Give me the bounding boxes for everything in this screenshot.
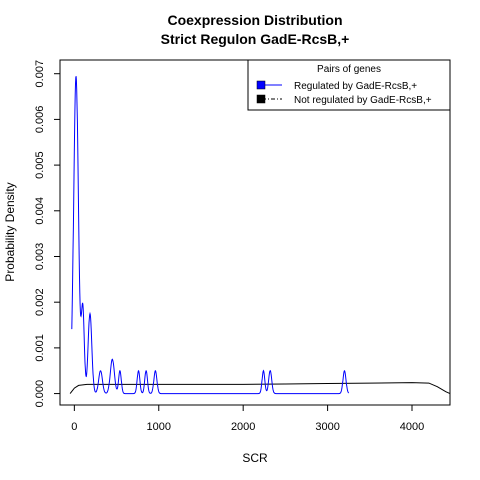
y-tick-label: 0.007 [34,60,46,88]
y-tick-label: 0.003 [34,243,46,271]
x-tick-label: 2000 [231,421,255,433]
legend-swatch-not-regulated [256,94,266,104]
series-layer [69,76,451,395]
y-tick-label: 0.006 [34,106,46,134]
series-line-regulated [71,76,350,395]
x-tick-label: 1000 [147,421,171,433]
series-line-not-regulated [69,382,451,395]
x-tick-label: 0 [71,421,77,433]
y-tick-label: 0.004 [34,197,46,225]
chart-subtitle: Strict Regulon GadE-RcsB,+ [161,31,350,47]
y-axis: 0.000 0.001 0.002 0.003 0.004 0.005 0.006 0.007 [34,60,61,408]
x-tick-label: 3000 [315,421,339,433]
legend-title: Pairs of genes [317,64,381,75]
legend: Pairs of genes Regulated by GadE-RcsB,+ … [247,59,451,111]
y-tick-label: 0.002 [34,288,46,316]
legend-swatch-regulated [256,80,266,90]
x-tick-label: 4000 [400,421,424,433]
x-axis-label: SCR [242,451,268,465]
legend-label-not-regulated: Not regulated by GadE-RcsB,+ [294,95,432,106]
x-axis: 0 1000 2000 3000 4000 [71,404,424,433]
y-axis-label: Probability Density [3,182,17,281]
y-tick-label: 0.001 [34,334,46,362]
chart-title: Coexpression Distribution [167,12,342,28]
plot-frame [59,59,451,406]
y-tick-label: 0.000 [34,380,46,408]
y-tick-label: 0.005 [34,151,46,179]
legend-label-regulated: Regulated by GadE-RcsB,+ [294,81,417,92]
